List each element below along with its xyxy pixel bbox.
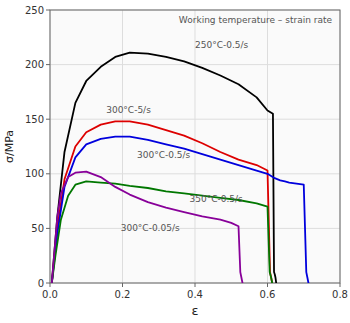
annotations: 250°C-0.5/s 300°C-5/s 300°C-0.5/s 350°C-0.5… (106, 40, 248, 233)
annotation: 350°C-0.5/s (190, 194, 244, 204)
x-tick (50, 283, 51, 287)
annotation: 300°C-0.5/s (137, 150, 191, 160)
y-tick (46, 228, 50, 229)
annotation: 300°C-5/s (106, 105, 151, 115)
x-tick-label: 0.8 (332, 289, 348, 300)
y-tick (46, 283, 50, 284)
y-tick-label: 50 (31, 223, 44, 234)
y-axis-label: σ/MPa (3, 130, 16, 163)
y-grid-line (50, 119, 340, 120)
x-axis-label: ε (191, 303, 198, 318)
x-tick-label: 0.4 (187, 289, 203, 300)
plot-area (50, 10, 340, 283)
y-tick-label: 150 (25, 114, 44, 125)
title: Working temperature – strain rate (179, 15, 333, 25)
x-grid-line (122, 10, 123, 283)
series-lines (52, 53, 309, 283)
annotation: 250°C-0.5/s (195, 40, 249, 50)
x-grid-line (195, 10, 196, 283)
x-tick-label: 0.2 (115, 289, 131, 300)
annotation: 300°C-0.05/s (121, 223, 180, 233)
chart: 0.0 0.2 0.4 0.6 0.8 0 50 100 150 200 250 250°C-0.5/… (0, 0, 350, 323)
y-tick-label: 100 (25, 168, 44, 179)
y-tick (46, 64, 50, 65)
x-tick (267, 283, 268, 287)
series-line (52, 172, 243, 283)
grid (50, 10, 340, 283)
y-tick-label: 200 (25, 59, 44, 70)
x-tick-label: 0.6 (260, 289, 276, 300)
plot-frame (50, 10, 340, 283)
y-tick-label: 250 (25, 5, 44, 16)
y-tick (46, 10, 50, 11)
x-tick (340, 283, 341, 287)
y-tick (46, 173, 50, 174)
series-line (52, 137, 309, 283)
x-tick-label: 0.0 (42, 289, 58, 300)
y-grid-line (50, 228, 340, 229)
y-tick-label: 0 (38, 278, 44, 289)
x-tick (122, 283, 123, 287)
x-tick (195, 283, 196, 287)
y-tick (46, 119, 50, 120)
axes: 0.0 0.2 0.4 0.6 0.8 0 50 100 150 200 250 (25, 5, 348, 301)
series-line (52, 53, 276, 283)
